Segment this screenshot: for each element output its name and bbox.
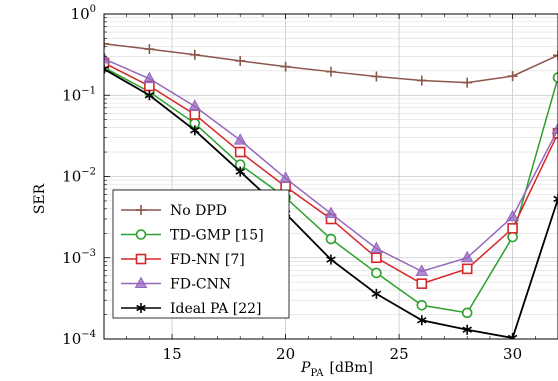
legend-marker xyxy=(135,253,147,265)
data-point-no-dpd xyxy=(104,38,109,49)
data-point-fd-nn-7 xyxy=(371,252,382,264)
data-point-fd-cnn xyxy=(460,250,474,263)
legend-label: FD-NN [7] xyxy=(170,252,245,268)
marker-stroke xyxy=(235,168,245,175)
y-tick-label: 10−3 xyxy=(62,248,96,267)
data-point-no-dpd xyxy=(189,49,200,60)
x-tick-label: 15 xyxy=(163,345,182,363)
x-axis-label-sub: PA xyxy=(310,368,324,379)
legend-label: FD-CNN xyxy=(170,277,231,293)
data-point-fd-cnn xyxy=(104,51,111,64)
data-point-fd-nn-7 xyxy=(507,223,518,234)
legend: No DPD TD-GMP [15] FD-NN [7] FD-CNN Ideal PA… xyxy=(112,189,290,319)
marker-stroke xyxy=(553,195,558,200)
series-layer xyxy=(104,38,558,339)
y-tick-label: 100 xyxy=(71,4,96,23)
data-point-fd-cnn xyxy=(143,71,156,84)
y-tick-label: 10−1 xyxy=(62,85,96,104)
data-point-fd-cnn xyxy=(324,206,338,219)
data-point-td-gmp-15 xyxy=(416,299,428,311)
x-tick-label: 30 xyxy=(503,345,522,363)
marker-stroke xyxy=(326,256,336,263)
marker-stroke xyxy=(190,127,200,134)
legend-label: No DPD xyxy=(170,203,227,219)
x-tick-label: 25 xyxy=(390,345,409,363)
legend-item-td-gmp-15: TD-GMP [15] xyxy=(121,228,264,244)
data-point-td-gmp-15 xyxy=(325,233,337,245)
y-axis-label: SER xyxy=(32,183,48,214)
data-point-no-dpd xyxy=(416,75,427,86)
data-point-ideal-pa-22 xyxy=(190,125,200,136)
data-point-ideal-pa-22 xyxy=(462,324,472,335)
data-point-no-dpd xyxy=(280,61,291,72)
series-no-dpd xyxy=(104,38,558,88)
legend-item-fd-nn-7: FD-NN [7] xyxy=(121,252,245,268)
data-point-ideal-pa-22 xyxy=(144,90,155,101)
y-tick-label: 10−2 xyxy=(62,167,96,186)
data-point-td-gmp-15 xyxy=(461,307,473,319)
legend-item-no-dpd: No DPD xyxy=(121,203,227,219)
data-point-fd-cnn xyxy=(551,122,558,134)
data-point-fd-cnn xyxy=(279,171,292,183)
data-point-ideal-pa-22 xyxy=(371,288,382,299)
legend-label: TD-GMP [15] xyxy=(170,228,264,244)
x-axis-label-unit: [dBm] xyxy=(330,360,373,376)
legend-marker xyxy=(135,229,147,240)
data-point-fd-cnn xyxy=(233,133,247,145)
marker-stroke xyxy=(104,65,109,70)
marker-stroke xyxy=(462,326,472,333)
data-point-fd-nn-7 xyxy=(189,109,201,120)
x-tick-label: 20 xyxy=(276,345,295,363)
marker-stroke xyxy=(371,290,382,297)
data-point-td-gmp-15 xyxy=(552,72,558,83)
series-fd-cnn xyxy=(104,51,558,276)
data-point-no-dpd xyxy=(235,55,246,66)
data-point-no-dpd xyxy=(507,71,518,82)
data-point-ideal-pa-22 xyxy=(326,254,336,265)
data-point-ideal-pa-22 xyxy=(417,315,427,326)
legend-marker xyxy=(136,303,146,313)
data-point-ideal-pa-22 xyxy=(235,166,245,177)
data-point-td-gmp-15 xyxy=(371,267,382,279)
x-axis-label-main: P xyxy=(300,360,311,376)
legend-marker xyxy=(136,205,146,215)
x-axis-label: PPA [dBm] xyxy=(300,360,373,379)
data-point-td-gmp-15 xyxy=(507,231,518,243)
data-point-fd-nn-7 xyxy=(234,146,246,158)
legend-item-ideal-pa-22: Ideal PA [22] xyxy=(121,301,262,317)
data-point-no-dpd xyxy=(553,50,558,61)
data-point-no-dpd xyxy=(326,66,336,77)
data-point-fd-cnn xyxy=(188,99,202,111)
legend-marker xyxy=(134,276,148,288)
legend-label: Ideal PA [22] xyxy=(170,301,262,317)
data-point-fd-nn-7 xyxy=(461,263,473,275)
data-point-fd-cnn xyxy=(370,241,383,253)
data-point-fd-cnn xyxy=(415,264,429,276)
marker-stroke xyxy=(417,317,427,324)
marker-stroke xyxy=(136,304,146,312)
data-point-fd-nn-7 xyxy=(416,278,428,289)
legend-item-fd-cnn: FD-CNN xyxy=(121,276,231,293)
y-tick-label: 10−4 xyxy=(62,329,96,348)
axis-ticks: 15 20 25 30 100 10−1 10−2 10−3 10−4 xyxy=(62,4,536,363)
data-point-no-dpd xyxy=(371,71,382,82)
marker-stroke xyxy=(553,197,558,203)
data-point-fd-cnn xyxy=(506,209,519,222)
data-point-no-dpd xyxy=(462,77,473,88)
data-point-ideal-pa-22 xyxy=(553,193,558,204)
data-point-no-dpd xyxy=(144,44,155,55)
marker-stroke xyxy=(144,92,155,99)
